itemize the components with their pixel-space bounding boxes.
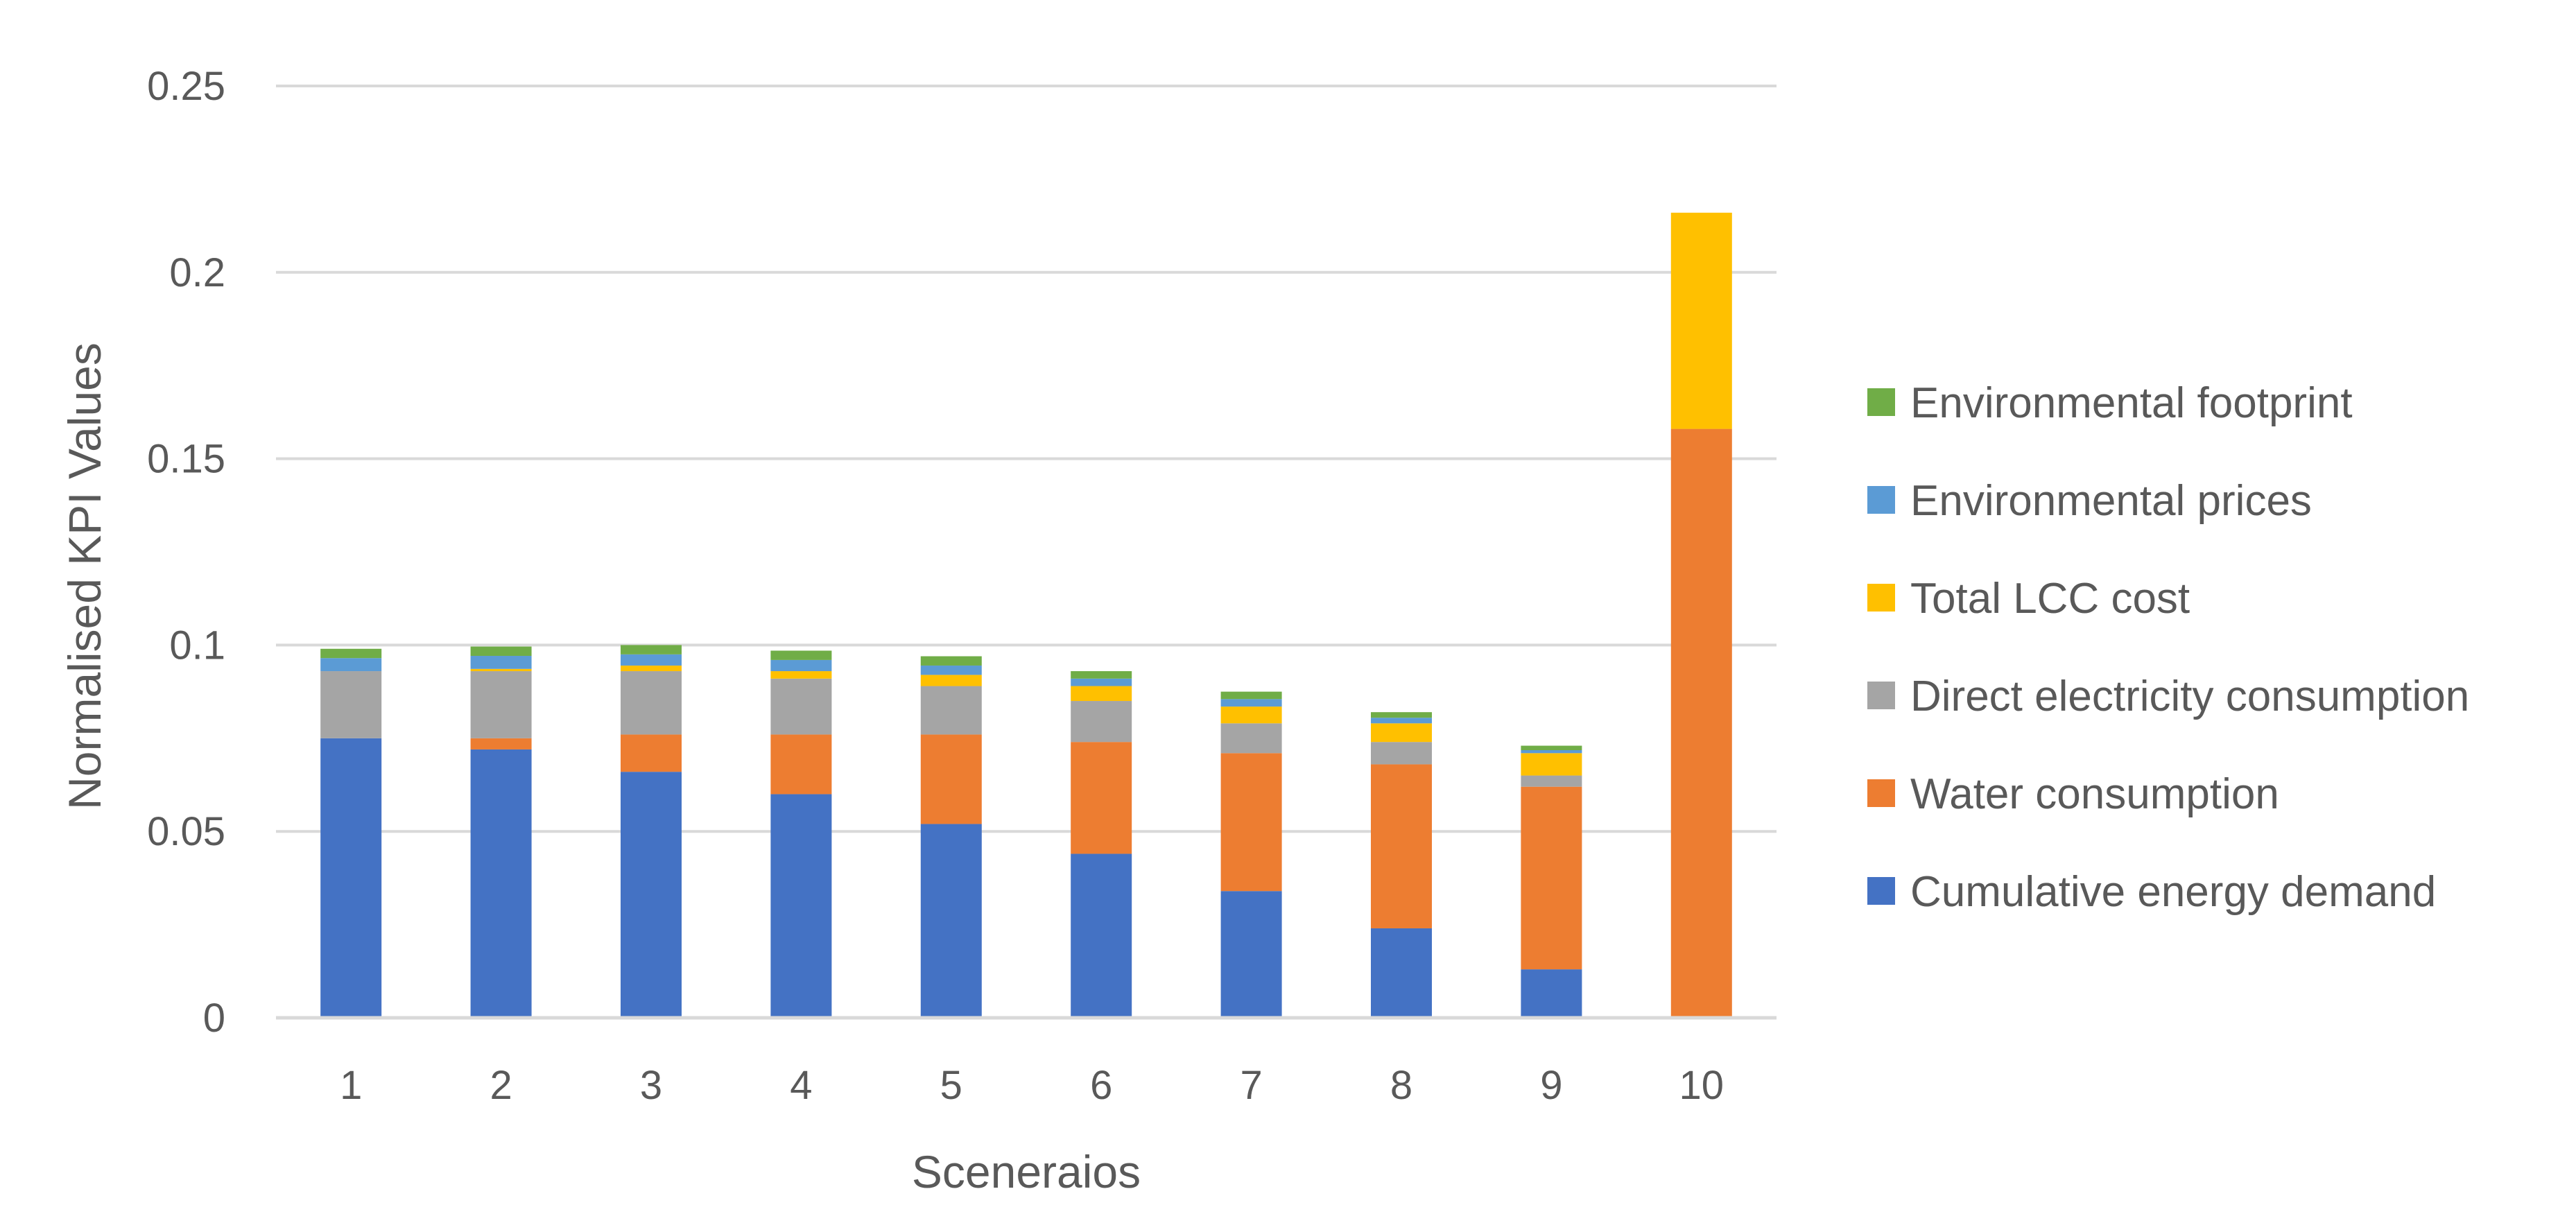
legend-swatch bbox=[1867, 877, 1895, 905]
bar-segment bbox=[770, 659, 832, 672]
x-tick-label: 8 bbox=[1390, 1063, 1412, 1108]
bar-segment bbox=[320, 738, 382, 1018]
y-tick-label: 0.1 bbox=[169, 623, 225, 668]
legend-swatch bbox=[1867, 388, 1895, 416]
legend-label: Environmental prices bbox=[1910, 477, 2312, 525]
bar-segment bbox=[920, 734, 982, 824]
y-tick-label: 0.05 bbox=[147, 809, 225, 854]
bar-segment bbox=[470, 655, 532, 669]
bar-segment bbox=[770, 734, 832, 795]
bar-segment bbox=[1521, 753, 1582, 776]
bar-segment bbox=[470, 738, 532, 749]
bar-segment bbox=[1670, 212, 1732, 429]
bar-segment bbox=[621, 654, 682, 666]
bar-segment bbox=[920, 665, 982, 675]
bar-segment bbox=[320, 671, 382, 738]
legend-label: Direct electricity consumption bbox=[1910, 673, 2469, 720]
bar-segment bbox=[470, 646, 532, 656]
bar-segment bbox=[1071, 678, 1132, 686]
x-tick-label: 6 bbox=[1090, 1063, 1112, 1108]
legend-label: Cumulative energy demand bbox=[1910, 868, 2436, 916]
bar-segment bbox=[470, 749, 532, 1018]
y-tick-label: 0 bbox=[203, 996, 225, 1041]
bar-segment bbox=[621, 772, 682, 1018]
y-tick-label: 0.25 bbox=[147, 64, 225, 109]
bar-segment bbox=[470, 671, 532, 738]
bar-segment bbox=[1220, 723, 1282, 754]
bar-segment bbox=[770, 794, 832, 1018]
bar-segment bbox=[1371, 718, 1432, 724]
x-tick-label: 3 bbox=[640, 1063, 662, 1108]
bar-segment bbox=[770, 678, 832, 735]
legend-swatch bbox=[1867, 779, 1895, 807]
bar-segment bbox=[320, 648, 382, 659]
y-tick-label: 0.15 bbox=[147, 437, 225, 482]
x-tick-label: 9 bbox=[1540, 1063, 1562, 1108]
legend-swatch bbox=[1867, 682, 1895, 709]
bar-segment bbox=[1371, 764, 1432, 928]
legend-label: Total LCC cost bbox=[1910, 575, 2190, 623]
bar-segment bbox=[1371, 742, 1432, 765]
x-tick-label: 10 bbox=[1679, 1063, 1724, 1108]
x-tick-label: 4 bbox=[790, 1063, 812, 1108]
bar-segment bbox=[621, 645, 682, 654]
legend-label: Environmental footprint bbox=[1910, 379, 2353, 427]
bar-segment bbox=[1071, 742, 1132, 854]
y-tick-label: 0.2 bbox=[169, 250, 225, 295]
y-axis-title: Normalised KPI Values bbox=[59, 342, 110, 810]
axes: 0 0.05 0.1 0.15 0.2 0.25 1 2 3 4 5 6 7 8 9 10 bbox=[147, 64, 1777, 1108]
bar-segment bbox=[1371, 928, 1432, 1018]
bar-segment bbox=[920, 686, 982, 735]
bar-segment bbox=[621, 671, 682, 735]
bar-segment bbox=[1071, 671, 1132, 679]
bar-segment bbox=[1071, 686, 1132, 702]
bar-segment bbox=[1220, 753, 1282, 892]
bar-segment bbox=[920, 656, 982, 666]
bar-segment bbox=[1371, 723, 1432, 743]
legend: Environmental footprint Environmental pri… bbox=[1867, 379, 2469, 916]
bar-segment bbox=[1521, 775, 1582, 787]
bar-segment bbox=[770, 650, 832, 660]
bar-segment bbox=[1071, 701, 1132, 743]
bar-segment bbox=[1220, 706, 1282, 724]
legend-swatch bbox=[1867, 584, 1895, 612]
bar-segment bbox=[920, 675, 982, 686]
bar-segment bbox=[1220, 699, 1282, 707]
bars bbox=[320, 212, 1732, 1018]
bar-segment bbox=[1521, 750, 1582, 754]
bar-segment bbox=[1670, 428, 1732, 1018]
bar-segment bbox=[1220, 891, 1282, 1018]
x-tick-label: 1 bbox=[340, 1063, 362, 1108]
legend-swatch bbox=[1867, 486, 1895, 514]
bar-segment bbox=[621, 734, 682, 772]
bar-segment bbox=[470, 668, 532, 672]
bar-segment bbox=[1521, 745, 1582, 751]
x-tick-label: 2 bbox=[490, 1063, 512, 1108]
x-tick-label: 7 bbox=[1240, 1063, 1262, 1108]
bar-segment bbox=[320, 658, 382, 672]
bar-segment bbox=[920, 824, 982, 1018]
bar-segment bbox=[1521, 969, 1582, 1018]
bar-segment bbox=[1071, 853, 1132, 1018]
bar-segment bbox=[621, 665, 682, 672]
bar-segment bbox=[770, 671, 832, 679]
x-axis-title: Sceneraios bbox=[912, 1146, 1141, 1197]
bar-segment bbox=[1521, 786, 1582, 970]
x-tick-label: 5 bbox=[940, 1063, 962, 1108]
legend-label: Water consumption bbox=[1910, 770, 2279, 818]
bar-segment bbox=[1220, 691, 1282, 700]
bar-segment bbox=[1371, 712, 1432, 718]
